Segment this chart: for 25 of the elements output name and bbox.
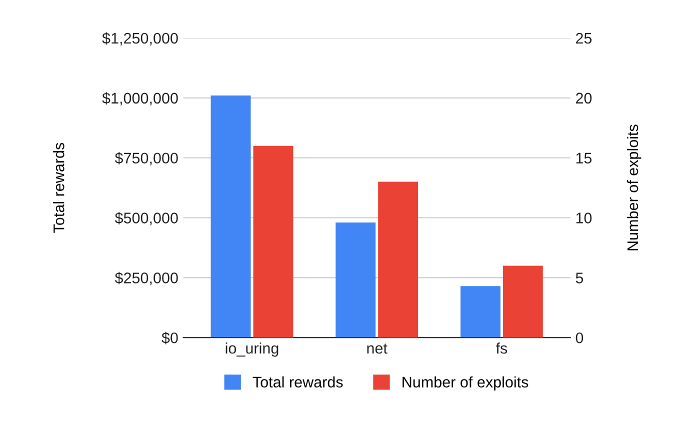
y-axis-title: Total rewards <box>53 142 64 233</box>
bar <box>253 146 294 338</box>
x-tick-label: io_uring <box>226 342 278 357</box>
bar <box>378 182 418 338</box>
y2-tick-label: 15 <box>576 152 592 164</box>
x-tick-label: fs <box>496 342 508 354</box>
y2-tick-label: 20 <box>576 92 592 104</box>
y-tick-label: $1,000,000 <box>102 92 178 106</box>
y-tick-label: $750,000 <box>114 152 178 166</box>
y2-tick-label: 25 <box>576 32 592 44</box>
y-tick-label: $250,000 <box>114 272 178 286</box>
bar <box>460 286 500 338</box>
y-tick-label: $1,250,000 <box>102 32 178 46</box>
bar <box>210 96 251 338</box>
y-tick-label: $500,000 <box>114 212 178 226</box>
bar <box>502 266 543 338</box>
legend-label: Total rewards <box>252 376 343 388</box>
y2-tick-label: 10 <box>576 212 592 224</box>
bar <box>336 222 376 338</box>
x-tick-label: net <box>367 344 388 354</box>
y2-tick-label: 0 <box>576 332 584 344</box>
y-tick-label: $0 <box>162 332 178 344</box>
y2-axis-title: Number of exploits <box>626 124 642 250</box>
y2-tick-label: 5 <box>576 272 584 284</box>
legend-label: Number of exploits <box>402 376 528 391</box>
